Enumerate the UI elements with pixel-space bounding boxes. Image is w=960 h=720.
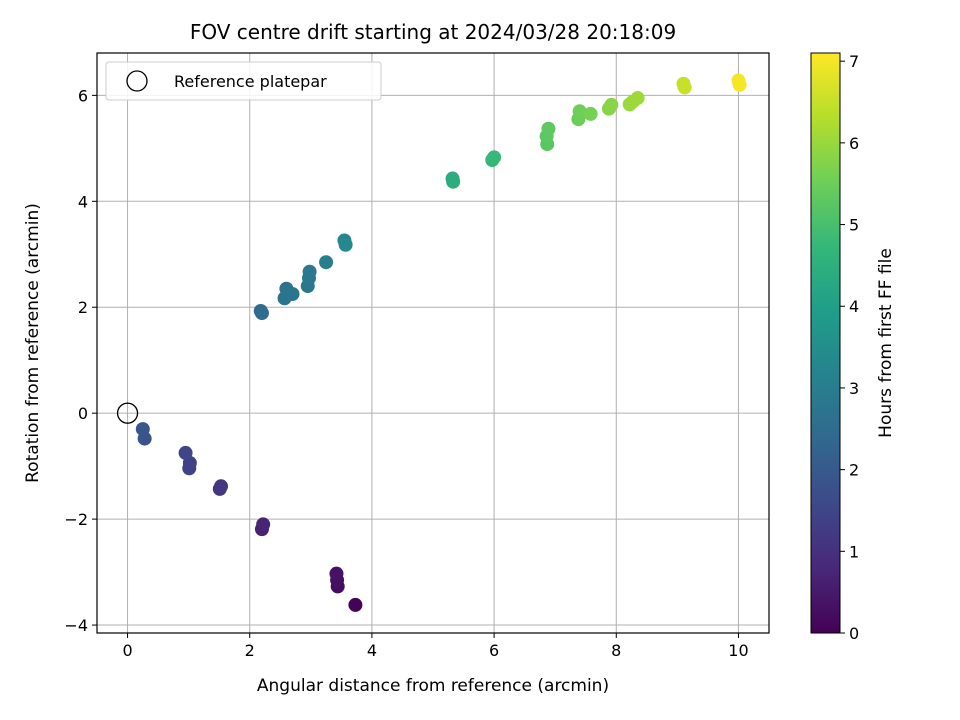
- colorbar-tick-label: 3: [849, 379, 859, 398]
- data-point: [604, 97, 619, 112]
- legend: Reference platepar: [105, 61, 382, 101]
- data-point: [338, 237, 353, 252]
- data-point: [677, 80, 692, 95]
- colorbar: 0 1 2 3 4 5 6 7 Hours from first FF file: [810, 52, 896, 643]
- legend-marker-reference: [126, 70, 148, 92]
- y-tick-label: −4: [64, 616, 88, 635]
- x-axis: 0 2 4 6 8 10: [122, 633, 749, 660]
- colorbar-tick-label: 4: [849, 297, 859, 316]
- x-tick-label: 2: [245, 641, 255, 660]
- data-point: [583, 106, 598, 121]
- data-point: [446, 174, 461, 189]
- data-point: [319, 255, 334, 270]
- x-tick-label: 0: [122, 641, 132, 660]
- colorbar-tick-label: 1: [849, 542, 859, 561]
- data-point: [732, 77, 747, 92]
- y-tick-label: 6: [78, 86, 88, 105]
- x-tick-label: 8: [611, 641, 621, 660]
- reference-point: [116, 402, 139, 424]
- data-point: [302, 264, 317, 279]
- data-point: [212, 481, 227, 496]
- chart-title: FOV centre drift starting at 2024/03/28 …: [190, 20, 676, 44]
- y-axis-label: Rotation from reference (arcmin): [23, 203, 43, 483]
- data-point: [256, 517, 271, 532]
- x-axis-label: Angular distance from reference (arcmin): [257, 676, 609, 696]
- colorbar-label: Hours from first FF file: [876, 248, 896, 438]
- y-tick-label: 0: [78, 404, 88, 423]
- colorbar-ticks: 0 1 2 3 4 5 6 7: [840, 52, 859, 643]
- data-point: [572, 104, 587, 119]
- legend-box: [105, 61, 382, 101]
- x-tick-label: 6: [489, 641, 499, 660]
- x-tick-label: 4: [367, 641, 377, 660]
- colorbar-tick-label: 6: [849, 134, 859, 153]
- data-point: [178, 445, 193, 460]
- data-point: [254, 306, 269, 321]
- data-point: [541, 121, 556, 136]
- y-tick-label: 4: [78, 192, 88, 211]
- data-point: [329, 566, 344, 581]
- data-point: [348, 597, 363, 612]
- data-point: [487, 150, 502, 165]
- x-tick-label: 10: [728, 641, 748, 660]
- data-point: [630, 91, 645, 106]
- data-point: [182, 461, 197, 476]
- colorbar-tick-label: 0: [849, 624, 859, 643]
- legend-label-reference: Reference platepar: [174, 72, 327, 91]
- data-point: [135, 422, 150, 437]
- y-axis: −4 −2 0 2 4 6: [64, 86, 97, 635]
- grid: [97, 53, 769, 633]
- colorbar-tick-label: 5: [849, 216, 859, 235]
- data-points: [116, 73, 747, 612]
- plot-frame: [96, 52, 770, 634]
- colorbar-tick-label: 2: [849, 461, 859, 480]
- data-point: [285, 287, 300, 302]
- colorbar-tick-label: 7: [849, 52, 859, 71]
- y-tick-label: −2: [64, 510, 88, 529]
- y-tick-label: 2: [78, 298, 88, 317]
- colorbar-gradient: [810, 52, 841, 634]
